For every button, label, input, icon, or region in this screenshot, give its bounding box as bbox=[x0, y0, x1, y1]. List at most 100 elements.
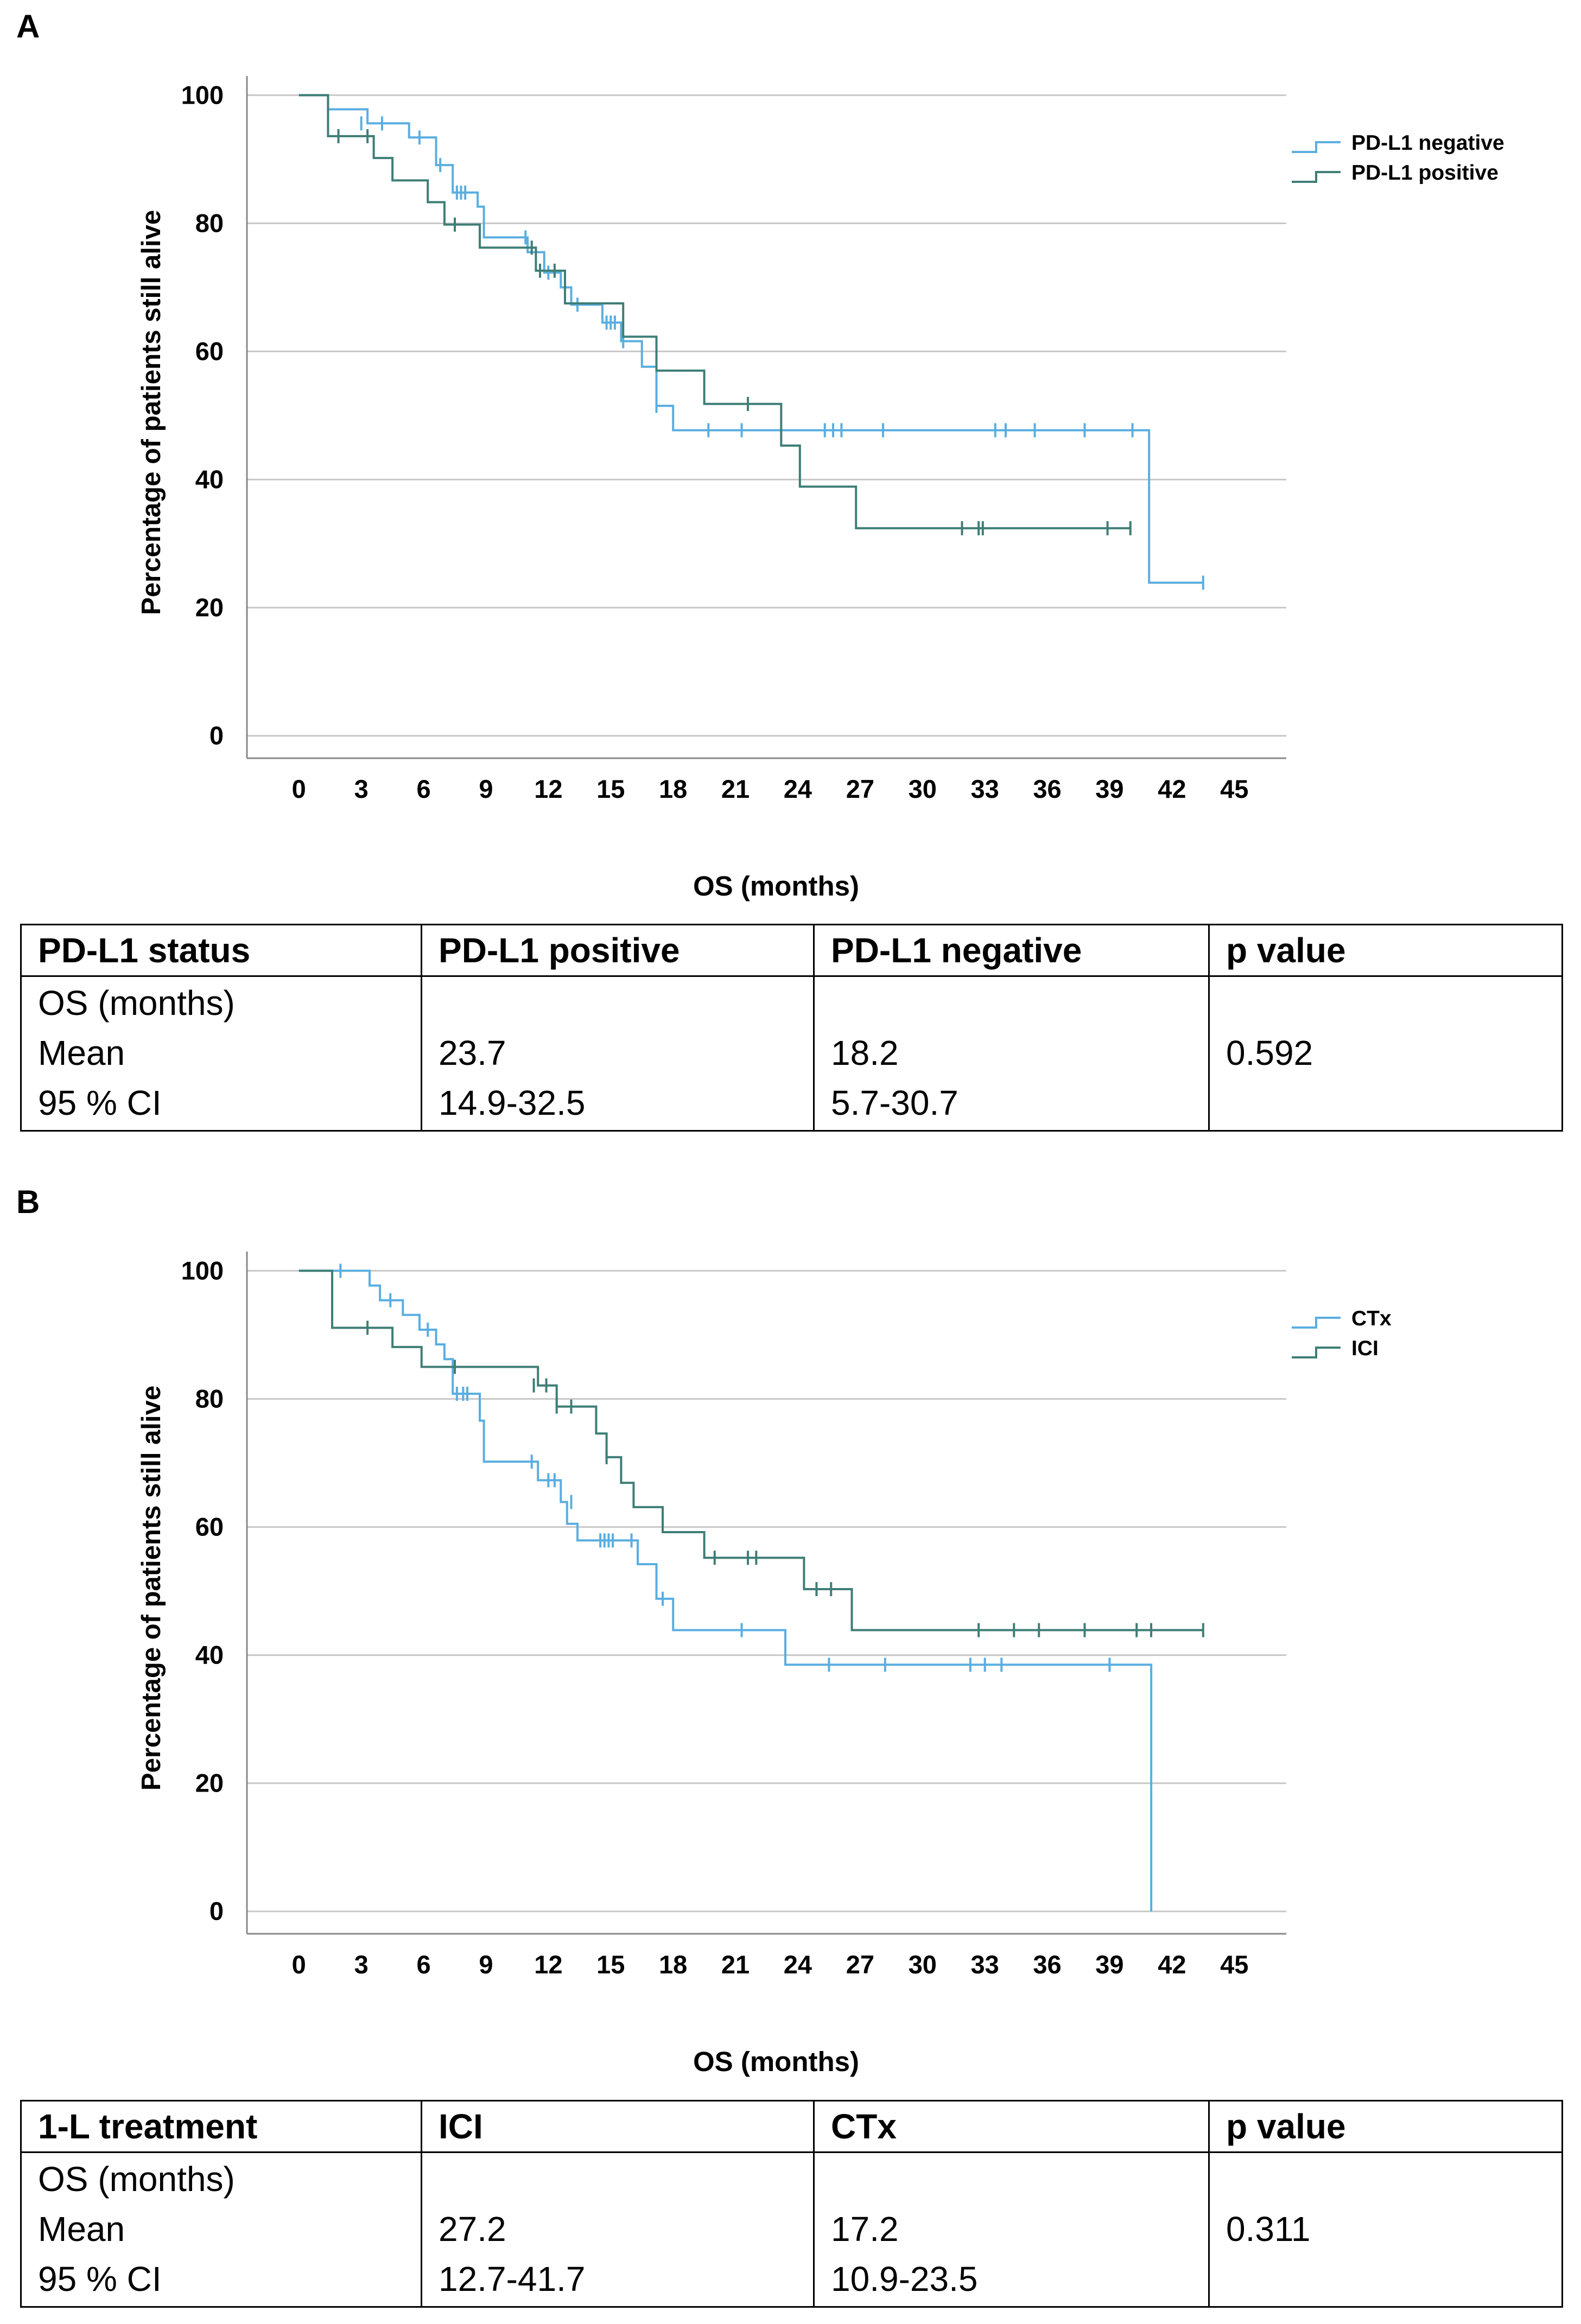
y-tick-label: 40 bbox=[195, 465, 224, 494]
cell-line: 0.311 bbox=[1226, 2209, 1311, 2249]
x-tick-label: 42 bbox=[1158, 1950, 1186, 1979]
cell-line: 18.2 bbox=[831, 1033, 899, 1072]
y-tick-label: 100 bbox=[181, 80, 224, 109]
legend-swatch-1 bbox=[1292, 1347, 1341, 1358]
legend: CTx ICI bbox=[1292, 1307, 1392, 1360]
x-tick-label: 18 bbox=[659, 1950, 687, 1979]
cell-line: 5.7-30.7 bbox=[831, 1083, 958, 1122]
x-tick-label: 12 bbox=[534, 774, 562, 803]
legend-label-1: PD-L1 positive bbox=[1351, 161, 1499, 185]
x-tick-label: 0 bbox=[292, 1950, 306, 1979]
table-cell: 0.311 bbox=[1208, 2151, 1563, 2308]
legend-label-1: ICI bbox=[1351, 1337, 1379, 1360]
table-cell: 27.2 12.7-41.7 bbox=[421, 2151, 815, 2308]
table-row: OS (months) Mean 95 % CI 27.2 12.7-41.7 … bbox=[20, 2151, 1563, 2308]
x-tick-label: 39 bbox=[1095, 1950, 1123, 1979]
table-header-cell: PD-L1 negative bbox=[813, 924, 1210, 977]
x-tick-label: 3 bbox=[354, 1950, 369, 1979]
legend: PD-L1 negative PD-L1 positive bbox=[1292, 131, 1504, 185]
x-tick-label: 3 bbox=[354, 774, 369, 803]
cell-line: 95 % CI bbox=[38, 1083, 162, 1122]
x-tick-label: 24 bbox=[784, 1950, 812, 1979]
table-header-row: PD-L1 status PD-L1 positive PD-L1 negati… bbox=[20, 924, 1563, 977]
x-axis-label: OS (months) bbox=[693, 871, 859, 901]
x-tick-label: 36 bbox=[1033, 774, 1061, 803]
x-tick-label: 30 bbox=[909, 774, 937, 803]
table-cell: 0.592 bbox=[1208, 975, 1563, 1132]
table-cell: OS (months) Mean 95 % CI bbox=[20, 2151, 422, 2308]
y-axis-label: Percentage of patients still alive bbox=[137, 210, 166, 615]
x-tick-label: 9 bbox=[479, 774, 493, 803]
cell-line: 27.2 bbox=[439, 2209, 506, 2249]
km-curve-1 bbox=[299, 1269, 1203, 1631]
x-tick-label: 45 bbox=[1220, 1950, 1248, 1979]
panel-letter-a: A bbox=[16, 8, 40, 45]
table-header-row: 1-L treatment ICI CTx p value bbox=[20, 2100, 1563, 2153]
table-cell: 18.2 5.7-30.7 bbox=[813, 975, 1210, 1132]
legend-label-0: PD-L1 negative bbox=[1351, 131, 1504, 155]
table-row: OS (months) Mean 95 % CI 23.7 14.9-32.5 … bbox=[20, 975, 1563, 1132]
x-tick-label: 33 bbox=[971, 1950, 999, 1979]
y-axis-label: Percentage of patients still alive bbox=[137, 1386, 166, 1790]
cell-line: OS (months) bbox=[38, 2160, 235, 2199]
km-curve-1 bbox=[299, 94, 1131, 530]
x-tick-label: 0 bbox=[292, 774, 306, 803]
x-tick-label: 12 bbox=[534, 1950, 562, 1979]
y-tick-label: 80 bbox=[195, 1384, 224, 1413]
y-tick-label: 0 bbox=[209, 721, 224, 750]
cell-line bbox=[1226, 978, 1561, 1028]
y-tick-label: 0 bbox=[209, 1897, 224, 1926]
table-cell: 17.2 10.9-23.5 bbox=[813, 2151, 1210, 2308]
cell-line: 23.7 bbox=[439, 1033, 506, 1072]
x-tick-label: 21 bbox=[721, 1950, 750, 1979]
km-curve-0 bbox=[299, 1269, 1153, 1912]
table-header-cell: PD-L1 status bbox=[20, 924, 422, 977]
x-tick-label: 18 bbox=[659, 774, 687, 803]
cell-line: Mean bbox=[38, 1033, 125, 1072]
x-tick-label: 45 bbox=[1220, 774, 1248, 803]
cell-line: 10.9-23.5 bbox=[831, 2259, 978, 2298]
legend-swatch-1 bbox=[1292, 171, 1341, 183]
cell-line bbox=[439, 978, 813, 1028]
x-tick-label: 42 bbox=[1158, 774, 1186, 803]
x-tick-label: 39 bbox=[1095, 774, 1123, 803]
table-header-cell: 1-L treatment bbox=[20, 2100, 422, 2153]
table-header-cell: CTx bbox=[813, 2100, 1210, 2153]
x-tick-label: 9 bbox=[479, 1950, 493, 1979]
x-tick-label: 33 bbox=[971, 774, 999, 803]
cell-line: 17.2 bbox=[831, 2209, 899, 2249]
table-header-cell: ICI bbox=[421, 2100, 815, 2153]
os-table-a: PD-L1 status PD-L1 positive PD-L1 negati… bbox=[20, 924, 1563, 1132]
cell-line bbox=[1226, 2154, 1561, 2204]
x-tick-label: 21 bbox=[721, 774, 750, 803]
os-table-b: 1-L treatment ICI CTx p value OS (months… bbox=[20, 2100, 1563, 2308]
km-curve-0 bbox=[299, 94, 1203, 584]
table-header-cell: p value bbox=[1208, 924, 1563, 977]
cell-line bbox=[439, 2154, 813, 2204]
legend-swatch-0 bbox=[1292, 141, 1341, 153]
y-tick-label: 100 bbox=[181, 1256, 224, 1285]
legend-swatch-0 bbox=[1292, 1317, 1341, 1329]
x-tick-label: 24 bbox=[784, 774, 812, 803]
panel-letter-b: B bbox=[16, 1184, 40, 1220]
cell-line: OS (months) bbox=[38, 983, 235, 1023]
x-tick-label: 6 bbox=[416, 774, 430, 803]
x-axis-label: OS (months) bbox=[693, 2046, 859, 2077]
cell-line bbox=[831, 2154, 1208, 2204]
cell-line bbox=[1226, 1078, 1561, 1128]
legend-label-0: CTx bbox=[1351, 1307, 1392, 1330]
y-tick-label: 60 bbox=[195, 1513, 224, 1541]
cell-line: 12.7-41.7 bbox=[439, 2259, 586, 2298]
cell-line: 0.592 bbox=[1226, 1033, 1313, 1072]
table-header-cell: p value bbox=[1208, 2100, 1563, 2153]
x-tick-label: 6 bbox=[416, 1950, 430, 1979]
x-tick-label: 30 bbox=[909, 1950, 937, 1979]
y-tick-label: 20 bbox=[195, 1769, 224, 1798]
cell-line bbox=[831, 978, 1208, 1028]
y-tick-label: 60 bbox=[195, 337, 224, 366]
cell-line: 14.9-32.5 bbox=[439, 1083, 586, 1122]
y-tick-label: 80 bbox=[195, 208, 224, 237]
table-cell: OS (months) Mean 95 % CI bbox=[20, 975, 422, 1132]
